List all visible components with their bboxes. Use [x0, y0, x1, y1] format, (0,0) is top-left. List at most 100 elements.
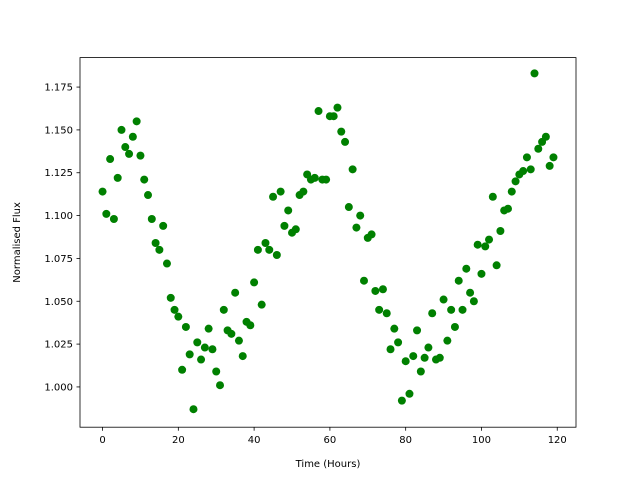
point [386, 345, 395, 354]
point [420, 353, 429, 362]
x-tick-label: 120 [548, 435, 567, 446]
point [147, 215, 156, 224]
point [462, 264, 471, 273]
point [534, 144, 543, 153]
point [428, 309, 437, 318]
point [413, 326, 422, 335]
point [481, 242, 490, 251]
point [197, 355, 206, 364]
y-tick-label: 1.025 [44, 340, 73, 351]
point [189, 405, 198, 414]
point [473, 240, 482, 249]
point [541, 132, 550, 141]
point [284, 206, 293, 215]
x-tick-label: 60 [324, 435, 337, 446]
point [371, 286, 380, 295]
y-tick-label: 1.175 [44, 83, 73, 94]
point [269, 192, 278, 201]
point [159, 221, 168, 230]
point [466, 288, 475, 297]
point [329, 112, 338, 121]
point [276, 187, 285, 196]
point [128, 132, 137, 141]
point [390, 324, 399, 333]
point [519, 167, 528, 176]
point [166, 293, 175, 302]
y-tick-label: 1.050 [44, 297, 73, 308]
point [447, 305, 456, 314]
x-tick-label: 100 [472, 435, 491, 446]
point [409, 352, 418, 361]
y-tick-label: 1.075 [44, 254, 73, 265]
point [341, 137, 350, 146]
point [212, 367, 221, 376]
point [344, 203, 353, 212]
point [136, 151, 145, 160]
point [310, 173, 319, 182]
point [98, 187, 107, 196]
point [348, 165, 357, 174]
point [113, 173, 122, 182]
point [333, 103, 342, 112]
point [416, 367, 425, 376]
point [219, 305, 228, 314]
point [140, 175, 149, 184]
x-tick-label: 0 [99, 435, 105, 446]
point [265, 245, 274, 254]
point [458, 305, 467, 314]
point [272, 250, 281, 259]
point [144, 191, 153, 200]
point [109, 215, 118, 224]
point [378, 285, 387, 294]
point [530, 69, 539, 78]
point [216, 381, 225, 390]
point [170, 305, 179, 314]
point [522, 153, 531, 162]
point [375, 305, 384, 314]
point [174, 312, 183, 321]
point [280, 221, 289, 230]
point [352, 223, 361, 232]
point [503, 204, 512, 213]
point [200, 343, 209, 352]
y-tick-label: 1.100 [44, 211, 73, 222]
x-tick-label: 20 [172, 435, 185, 446]
point [125, 149, 134, 158]
point [204, 324, 213, 333]
point [337, 127, 346, 136]
point [102, 209, 111, 218]
point [291, 225, 300, 234]
point [435, 353, 444, 362]
x-axis-title: Time (Hours) [295, 459, 361, 470]
point [227, 329, 236, 338]
x-tick-label: 80 [399, 435, 412, 446]
point [250, 278, 259, 287]
point [394, 338, 403, 347]
point [121, 143, 130, 152]
point [439, 295, 448, 304]
point [397, 396, 406, 405]
point [185, 350, 194, 359]
point [492, 261, 501, 270]
y-axis-title: Normalised Flux [12, 202, 23, 283]
x-tick-label: 40 [248, 435, 261, 446]
point [485, 235, 494, 244]
point [162, 259, 171, 268]
point [454, 276, 463, 285]
point [246, 321, 255, 330]
point [367, 230, 376, 239]
point [299, 187, 308, 196]
point [257, 300, 266, 309]
point [424, 343, 433, 352]
point [181, 322, 190, 331]
point [208, 345, 217, 354]
point [549, 153, 558, 162]
point [132, 117, 141, 126]
point [261, 238, 270, 247]
point [382, 309, 391, 318]
point [507, 187, 516, 196]
y-tick-label: 1.000 [44, 382, 73, 393]
point [401, 357, 410, 366]
point [117, 125, 126, 134]
